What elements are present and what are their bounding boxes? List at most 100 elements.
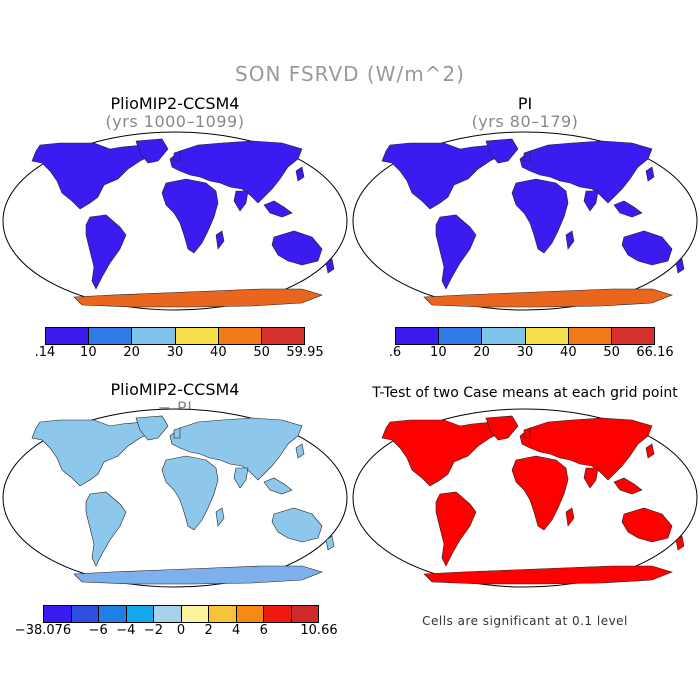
panel-3-colorbar-ticks: −38.076 −6 −4 −2 0 2 4 6 10.66 xyxy=(15,623,338,639)
greenland-shape xyxy=(135,415,169,441)
colorbar-swatch xyxy=(568,328,612,344)
eurasia-shape xyxy=(519,140,653,204)
colorbar-swatch xyxy=(291,606,318,622)
panel-1-title: PlioMIP2-CCSM4 xyxy=(110,94,240,113)
colorbar-swatch xyxy=(46,328,90,344)
panel-3-map xyxy=(2,408,348,588)
colorbar-swatch xyxy=(132,328,176,344)
colorbar-swatch xyxy=(525,328,569,344)
colorbar-tick: −38.076 xyxy=(14,623,72,638)
colorbar-tick: 2 xyxy=(204,623,213,638)
colorbar-swatch xyxy=(218,328,262,344)
madagascar-shape xyxy=(565,507,575,527)
australia-shape xyxy=(271,230,323,266)
eurasia-shape xyxy=(169,417,303,481)
north-america-shape xyxy=(31,142,153,210)
colorbar-swatch xyxy=(181,606,209,622)
colorbar-tick: 0 xyxy=(176,623,186,638)
greenland-shape xyxy=(135,138,169,164)
greenland-shape xyxy=(485,138,519,164)
colorbar-tick: 30 xyxy=(166,345,184,360)
colorbar-swatch xyxy=(154,606,182,622)
uk-shape xyxy=(523,150,531,162)
colorbar-swatch xyxy=(261,328,305,344)
colorbar-tick: 20 xyxy=(473,345,490,360)
colorbar-tick: 10.66 xyxy=(300,623,338,638)
colorbar-swatch xyxy=(175,328,219,344)
colorbar-tick: 20 xyxy=(123,345,140,360)
colorbar-swatch xyxy=(439,328,483,344)
antarctica-shape xyxy=(423,288,673,308)
australia-shape xyxy=(271,507,323,543)
colorbar-tick: 50 xyxy=(253,345,270,360)
south-america-shape xyxy=(435,491,477,567)
colorbar-swatch xyxy=(99,606,127,622)
africa-shape xyxy=(511,178,569,254)
panel-1-map xyxy=(2,131,348,311)
colorbar-swatch xyxy=(89,328,133,344)
panel-2-colorbar-ticks: .6 10 20 30 40 50 66.16 xyxy=(389,345,674,361)
panel-4-title: T-Test of two Case means at each grid po… xyxy=(372,385,678,401)
madagascar-shape xyxy=(565,230,575,250)
colorbar-tick: 4 xyxy=(232,623,241,638)
colorbar-swatch xyxy=(209,606,237,622)
colorbar-swatch xyxy=(126,606,154,622)
japan-shape xyxy=(645,166,655,182)
panel-2-title: PI xyxy=(517,94,533,113)
uk-shape xyxy=(523,427,531,439)
madagascar-shape xyxy=(215,507,225,527)
colorbar-swatch xyxy=(264,606,292,622)
japan-shape xyxy=(295,443,305,459)
colorbar-tick: 40 xyxy=(210,345,227,360)
india-shape xyxy=(233,190,249,212)
colorbar-tick: −4 xyxy=(116,623,136,638)
india-shape xyxy=(583,190,599,212)
southeast-asia-shape xyxy=(263,200,293,218)
africa-shape xyxy=(511,455,569,531)
panel-2-map xyxy=(352,131,698,311)
south-america-shape xyxy=(85,491,127,567)
colorbar-swatch xyxy=(44,606,72,622)
australia-shape xyxy=(621,230,673,266)
colorbar-tick: 40 xyxy=(560,345,577,360)
colorbar-tick: 6 xyxy=(259,623,268,638)
panel-4-footnote: Cells are significant at 0.1 level xyxy=(422,614,628,628)
southeast-asia-shape xyxy=(263,477,293,495)
india-shape xyxy=(583,467,599,489)
southeast-asia-shape xyxy=(613,200,643,218)
north-america-shape xyxy=(31,419,153,487)
india-shape xyxy=(233,467,249,489)
africa-shape xyxy=(161,178,219,254)
panel-2-subtitle: (yrs 80–179) xyxy=(471,112,579,131)
japan-shape xyxy=(645,443,655,459)
colorbar-tick: −2 xyxy=(143,623,163,638)
japan-shape xyxy=(295,166,305,182)
panel-4-map xyxy=(352,408,698,588)
panel-1-colorbar-ticks: .14 10 20 30 40 50 59.95 xyxy=(35,345,324,361)
colorbar-tick: 10 xyxy=(430,345,447,360)
colorbar-tick: 66.16 xyxy=(636,345,674,360)
colorbar-swatch xyxy=(611,328,655,344)
uk-shape xyxy=(173,427,181,439)
figure-title: SON FSRVD (W/m^2) xyxy=(235,62,465,86)
madagascar-shape xyxy=(215,230,225,250)
uk-shape xyxy=(173,150,181,162)
panel-1-colorbar xyxy=(45,327,305,345)
africa-shape xyxy=(161,455,219,531)
colorbar-tick: −6 xyxy=(88,623,108,638)
antarctica-shape xyxy=(73,288,323,308)
new-zealand-shape xyxy=(325,258,335,274)
new-zealand-shape xyxy=(325,535,335,551)
panel-3-colorbar xyxy=(43,605,319,623)
colorbar-swatch xyxy=(71,606,99,622)
australia-shape xyxy=(621,507,673,543)
north-america-shape xyxy=(381,419,503,487)
colorbar-tick: 50 xyxy=(603,345,620,360)
antarctica-shape xyxy=(73,565,323,585)
eurasia-shape xyxy=(519,417,653,481)
colorbar-tick: 59.95 xyxy=(286,345,324,360)
eurasia-shape xyxy=(169,140,303,204)
colorbar-tick: .6 xyxy=(388,345,402,360)
south-america-shape xyxy=(85,214,127,290)
new-zealand-shape xyxy=(675,258,685,274)
